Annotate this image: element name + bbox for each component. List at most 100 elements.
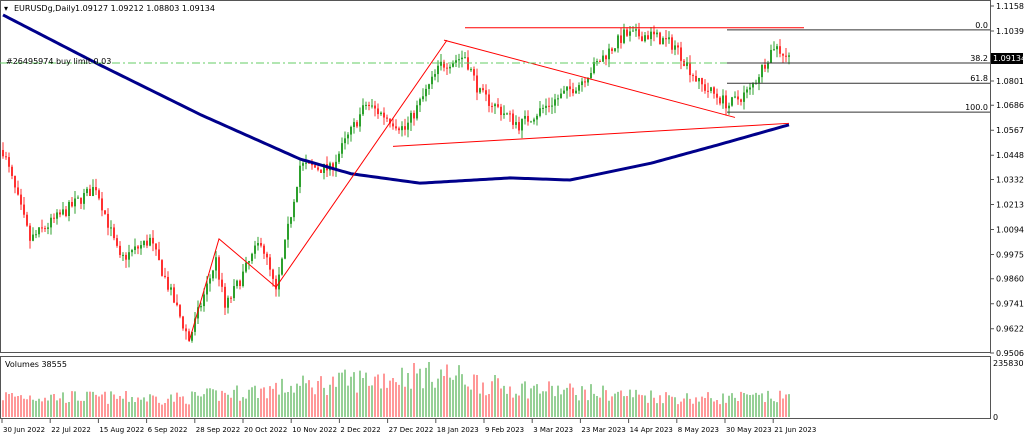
candle-body: [395, 126, 397, 129]
candle-body: [422, 96, 424, 100]
candle-body: [674, 45, 676, 50]
candle-body: [686, 62, 688, 66]
trendline: [443, 39, 736, 118]
candle-body: [302, 163, 304, 166]
candle-body: [305, 162, 307, 164]
candle-body: [524, 115, 526, 119]
current-price-badge: [991, 53, 1023, 64]
candle-body: [584, 81, 586, 83]
price-tick-label: 1.08015: [996, 77, 1024, 86]
price-tick-label: 0.95065: [996, 349, 1024, 358]
candle-body: [665, 38, 667, 40]
time-tick-label: 21 Jun 2023: [774, 426, 816, 434]
candle-body: [38, 227, 40, 235]
time-tick-label: 27 Dec 2022: [389, 426, 434, 434]
candle-body: [104, 210, 106, 214]
candle-body: [776, 46, 778, 50]
candle-body: [464, 57, 466, 59]
candle-body: [116, 238, 118, 246]
candle-body: [560, 93, 562, 99]
candle-body: [593, 62, 595, 74]
candle-body: [632, 30, 634, 32]
trendline: [392, 122, 790, 147]
candle-body: [71, 201, 73, 207]
candle-body: [344, 138, 346, 144]
candle-body: [323, 164, 325, 173]
time-tick-label: 18 Jan 2023: [437, 426, 479, 434]
candle-body: [83, 193, 85, 204]
candle-body: [431, 76, 433, 85]
candle-body: [677, 45, 679, 48]
candle-body: [461, 57, 463, 60]
candle-body: [494, 104, 496, 107]
candle-body: [221, 279, 223, 287]
candle-body: [761, 64, 763, 78]
candle-body: [701, 78, 703, 85]
candle-body: [725, 95, 727, 109]
candle-body: [563, 90, 565, 94]
price-tick-label: 1.06860: [996, 101, 1024, 110]
candle-body: [113, 227, 115, 239]
candle-body: [224, 286, 226, 308]
candle-body: [227, 297, 229, 308]
collapse-triangle-icon[interactable]: ▾: [4, 4, 8, 13]
time-tick-label: 10 Nov 2022: [292, 426, 337, 434]
candle-body: [734, 96, 736, 98]
candle-body: [692, 75, 694, 77]
chart-ohlc: 1.09127 1.09212 1.08803 1.09134: [75, 4, 215, 13]
candle-body: [44, 228, 46, 230]
candle-body: [437, 65, 439, 75]
candle-body: [689, 62, 691, 76]
candle-body: [41, 227, 43, 229]
candle-body: [473, 69, 475, 76]
candle-body: [515, 122, 517, 125]
candle-body: [200, 306, 202, 308]
candle-body: [122, 254, 124, 256]
price-tick-label: 1.02135: [996, 200, 1024, 209]
candle-body: [134, 246, 136, 251]
candle-body: [782, 53, 784, 56]
candle-body: [185, 328, 187, 332]
candle-body: [440, 61, 442, 66]
candle-body: [707, 90, 709, 92]
candle-body: [29, 225, 31, 241]
candle-body: [293, 201, 295, 218]
candle-body: [482, 88, 484, 91]
candle-body: [218, 257, 220, 280]
order-label: #26495974 buy limit 0.03: [6, 57, 111, 66]
time-tick-label: 14 Apr 2023: [630, 426, 673, 434]
candle-body: [314, 165, 316, 168]
candle-body: [716, 93, 718, 98]
candle-body: [407, 122, 409, 130]
candle-body: [335, 161, 337, 170]
candle-body: [527, 115, 529, 122]
candle-body: [749, 87, 751, 90]
candle-body: [119, 245, 121, 255]
candle-body: [371, 105, 373, 107]
current-price: 1.09134: [993, 54, 1024, 63]
candle-body: [476, 75, 478, 93]
candle-body: [365, 104, 367, 106]
candle-body: [611, 48, 613, 51]
candle-body: [581, 81, 583, 86]
candle-body: [485, 90, 487, 95]
candle-body: [710, 87, 712, 91]
candle-body: [50, 217, 52, 228]
candle-body: [179, 305, 181, 317]
candle-body: [74, 198, 76, 207]
candle-body: [65, 209, 67, 216]
candle-body: [542, 107, 544, 109]
candle-body: [512, 113, 514, 125]
candle-body: [509, 113, 511, 115]
candle-body: [194, 318, 196, 332]
fib-level-label: 38.2: [970, 54, 988, 63]
candle-body: [728, 105, 730, 109]
candle-body: [356, 122, 358, 127]
candle-body: [95, 187, 97, 191]
candle-body: [212, 270, 214, 279]
candle-body: [764, 64, 766, 69]
